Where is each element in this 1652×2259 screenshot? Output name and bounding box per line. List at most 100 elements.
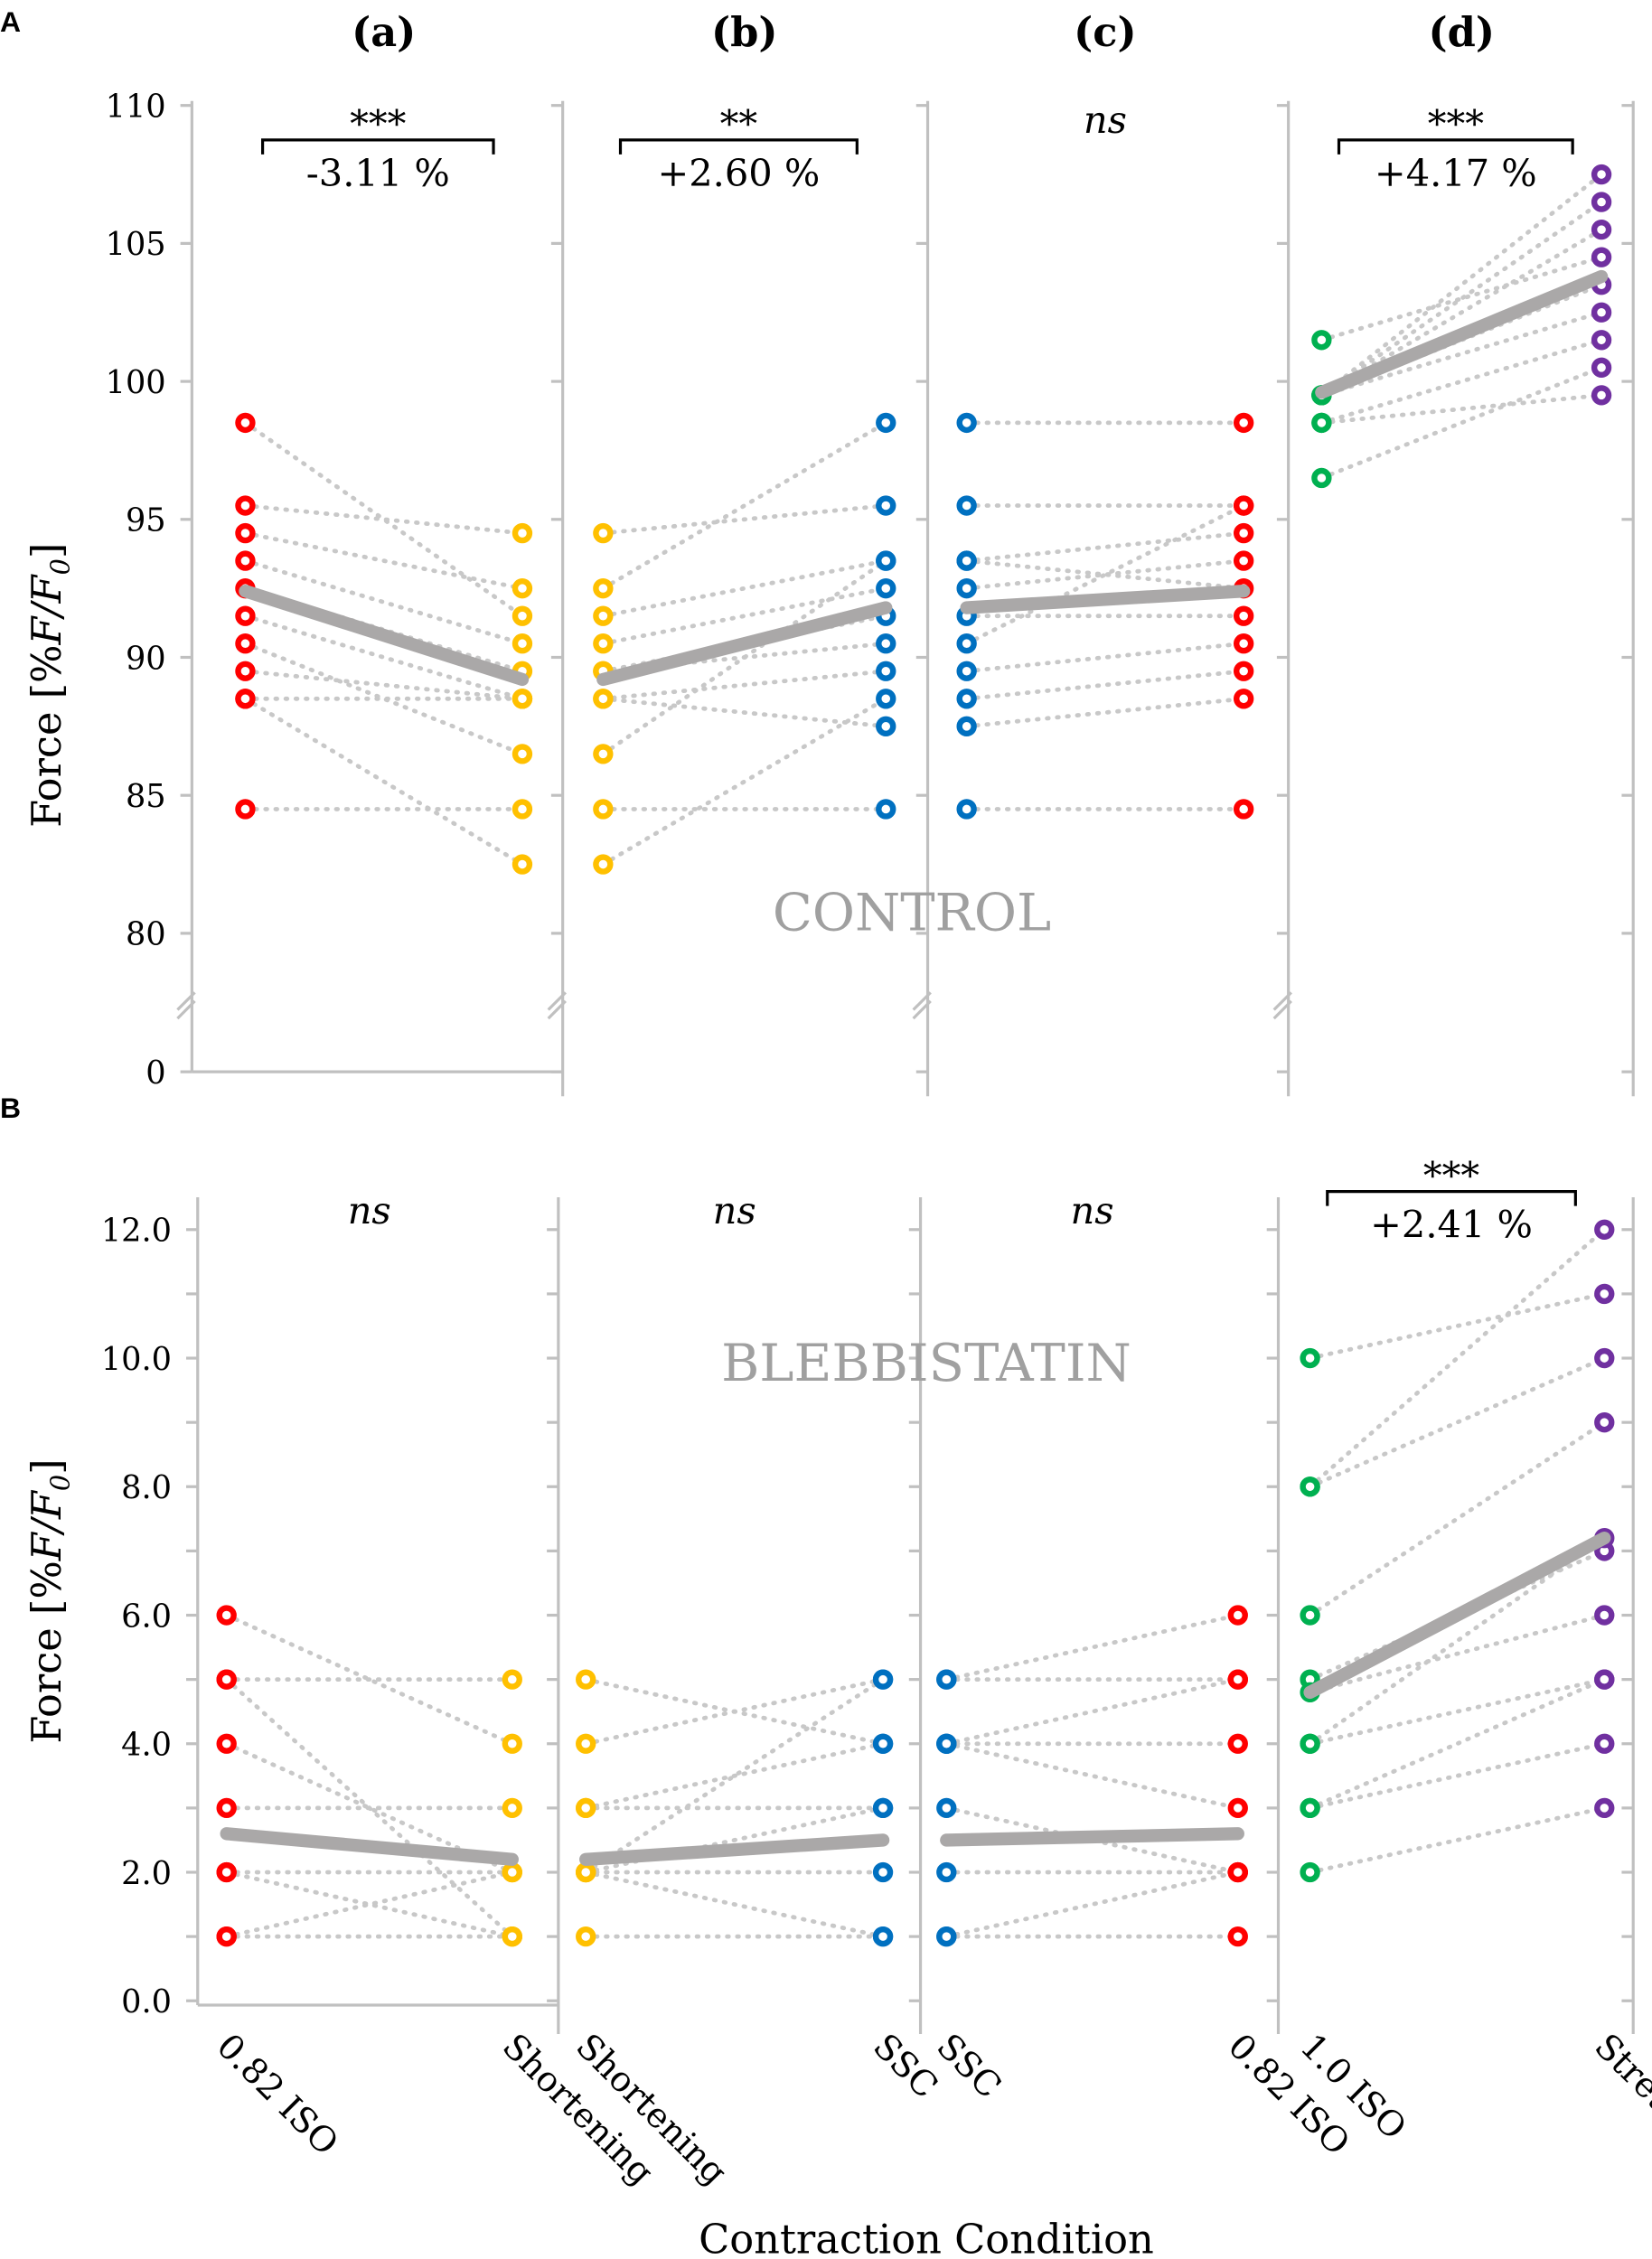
data-point-right <box>502 1669 522 1690</box>
significance-label: ns <box>348 1188 391 1233</box>
data-point-left <box>235 522 256 544</box>
pair-line <box>943 1677 1241 1747</box>
data-point-right <box>1227 1861 1248 1883</box>
data-point-left <box>1300 1797 1320 1819</box>
subplot-label: (b) <box>711 8 778 56</box>
pair-line <box>1308 1677 1607 1811</box>
data-point-left <box>235 550 256 571</box>
data-point-left <box>216 1797 237 1819</box>
data-point-right <box>1594 1411 1615 1433</box>
data-point-right <box>1233 495 1254 516</box>
pair-line <box>600 696 888 867</box>
data-point-right <box>872 1797 894 1819</box>
mean-line <box>1315 269 1609 399</box>
pair-line <box>600 586 888 646</box>
pair-line <box>243 558 525 646</box>
pair-line <box>243 669 525 701</box>
subplot-4 <box>1311 164 1612 489</box>
pair-line <box>943 1805 1241 1875</box>
y-axis-label-part: 0 <box>45 558 76 575</box>
data-point-right <box>1227 1797 1248 1819</box>
pair-line <box>964 530 1246 563</box>
percent-change: -3.11 % <box>306 151 450 195</box>
data-point-right <box>512 577 533 599</box>
x-tick-label: SSC <box>865 2026 945 2106</box>
data-point-left <box>235 412 256 434</box>
data-point-left <box>235 495 256 516</box>
data-point-right <box>1591 302 1612 323</box>
axis-break-mark <box>912 999 932 1020</box>
pair-line <box>224 1870 515 1939</box>
data-point-right <box>1594 1347 1615 1369</box>
pair-line <box>1308 1677 1607 1747</box>
pair-line <box>243 530 525 591</box>
data-point-right <box>1594 1733 1615 1754</box>
pair-line <box>583 1677 886 1747</box>
data-point-left <box>216 1861 237 1883</box>
axis-break-mark <box>176 991 196 1011</box>
pair-line <box>243 503 525 536</box>
pair-line <box>600 503 888 536</box>
data-point-right <box>1591 247 1612 267</box>
pair-line <box>224 1613 515 1747</box>
data-point-left <box>576 1797 596 1819</box>
percent-change: +4.17 % <box>1375 151 1537 195</box>
data-point-left <box>1300 1733 1320 1754</box>
y-axis-label-part: Force [% <box>23 1561 70 1743</box>
x-tick-label: SSC <box>928 2026 1009 2106</box>
pair-line <box>964 558 1246 591</box>
data-point-left <box>216 1926 237 1947</box>
data-point-right <box>1233 550 1254 571</box>
y-tick-label: 0.0 <box>121 1983 172 2020</box>
data-point-left <box>936 1797 957 1819</box>
axis-break-mark <box>1272 999 1292 1020</box>
x-tick-label: Stretch <box>1586 2026 1652 2147</box>
data-point-left <box>1300 1347 1320 1369</box>
data-point-left <box>956 661 977 681</box>
data-point-left <box>593 577 614 599</box>
pair-line <box>600 558 888 756</box>
axis-break-mark <box>547 991 567 1011</box>
data-point-right <box>1233 661 1254 681</box>
pair-line <box>964 669 1246 701</box>
data-point-left <box>936 1926 957 1947</box>
y-tick-label: 100 <box>106 364 166 401</box>
data-point-right <box>502 1797 522 1819</box>
pair-line <box>600 558 888 619</box>
data-point-left <box>1300 1861 1320 1883</box>
data-point-left <box>1311 412 1332 434</box>
pair-line <box>243 614 525 701</box>
axis-break-mark <box>912 991 932 1011</box>
pair-line <box>943 1613 1241 1683</box>
pair-line <box>943 1741 1241 1811</box>
data-point-right <box>1233 633 1254 654</box>
data-point-left <box>593 799 614 820</box>
y-tick-label: 95 <box>126 502 166 539</box>
pair-line <box>1308 1420 1607 1617</box>
data-point-left <box>956 577 977 599</box>
pair-line <box>964 696 1246 729</box>
data-point-left <box>956 495 977 516</box>
data-point-left <box>936 1669 957 1690</box>
pair-line <box>1319 200 1604 398</box>
mean-line <box>940 1827 1244 1847</box>
significance-stars: *** <box>350 102 407 146</box>
axis-break-mark <box>547 999 567 1020</box>
y-axis-label-part: ] <box>23 543 70 558</box>
pair-line <box>1319 310 1604 398</box>
data-point-left <box>593 854 614 875</box>
condition-annotation: CONTROL <box>773 883 1051 943</box>
data-point-left <box>956 633 977 654</box>
pair-line <box>1308 1741 1607 1811</box>
data-point-right <box>872 1926 894 1947</box>
data-point-left <box>956 550 977 571</box>
significance-bracket <box>260 138 495 155</box>
data-point-right <box>512 799 533 820</box>
pair-line <box>583 1741 886 1811</box>
pair-line <box>600 420 888 591</box>
data-point-right <box>512 744 533 764</box>
percent-change: +2.41 % <box>1370 1203 1533 1247</box>
pair-line <box>583 1677 886 1875</box>
significance-label: ns <box>1071 1188 1114 1233</box>
